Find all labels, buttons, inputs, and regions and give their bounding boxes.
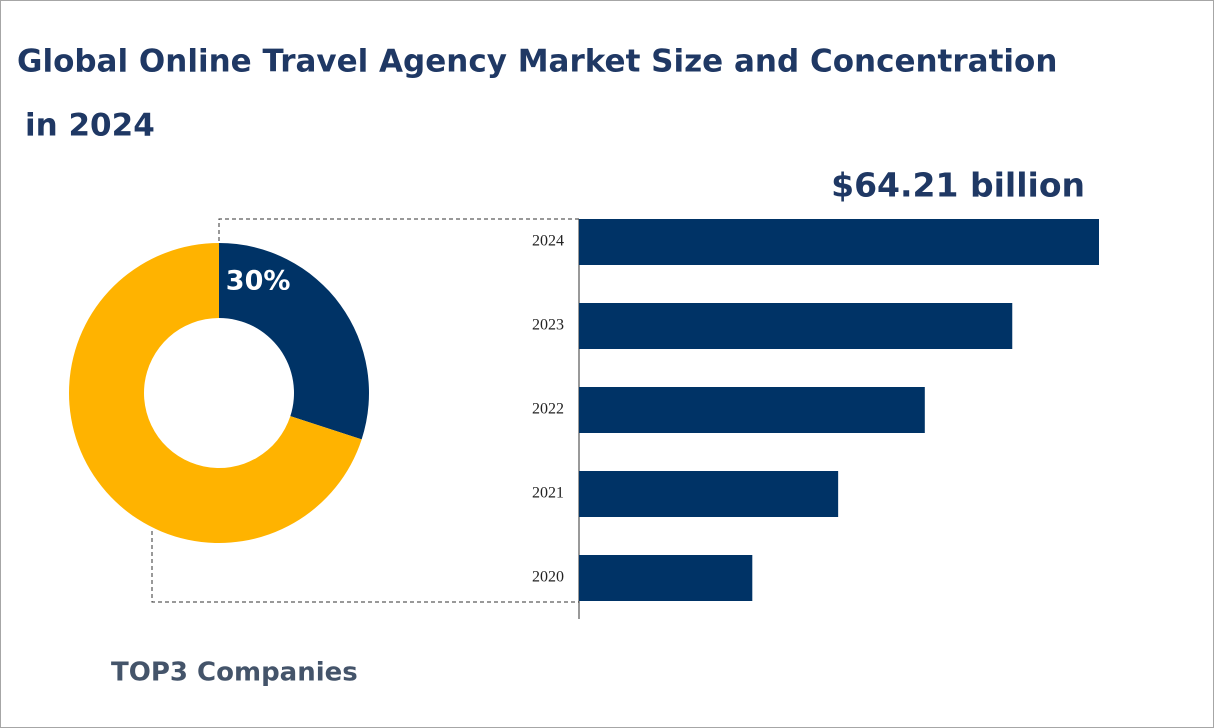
donut-slice	[69, 243, 362, 543]
title-line: Global Online Travel Agency Market Size …	[17, 44, 1057, 80]
connector	[151, 531, 579, 603]
data-label: 30%	[226, 266, 291, 297]
bar	[579, 555, 753, 601]
bar	[579, 387, 925, 433]
donut-slice	[219, 243, 370, 440]
bar	[579, 471, 839, 517]
connector	[218, 218, 579, 241]
y-tick-label: 2020	[532, 569, 564, 586]
y-tick-label: 2024	[532, 233, 564, 250]
donut-caption: TOP3 Companies	[111, 658, 358, 688]
bar	[579, 303, 1013, 349]
data-label: $64.21 billion	[831, 166, 1085, 205]
bar	[579, 219, 1099, 265]
y-tick-label: 2023	[532, 317, 564, 334]
title-line: in 2024	[25, 108, 155, 144]
y-tick-label: 2022	[532, 401, 564, 418]
y-tick-label: 2021	[532, 485, 564, 502]
